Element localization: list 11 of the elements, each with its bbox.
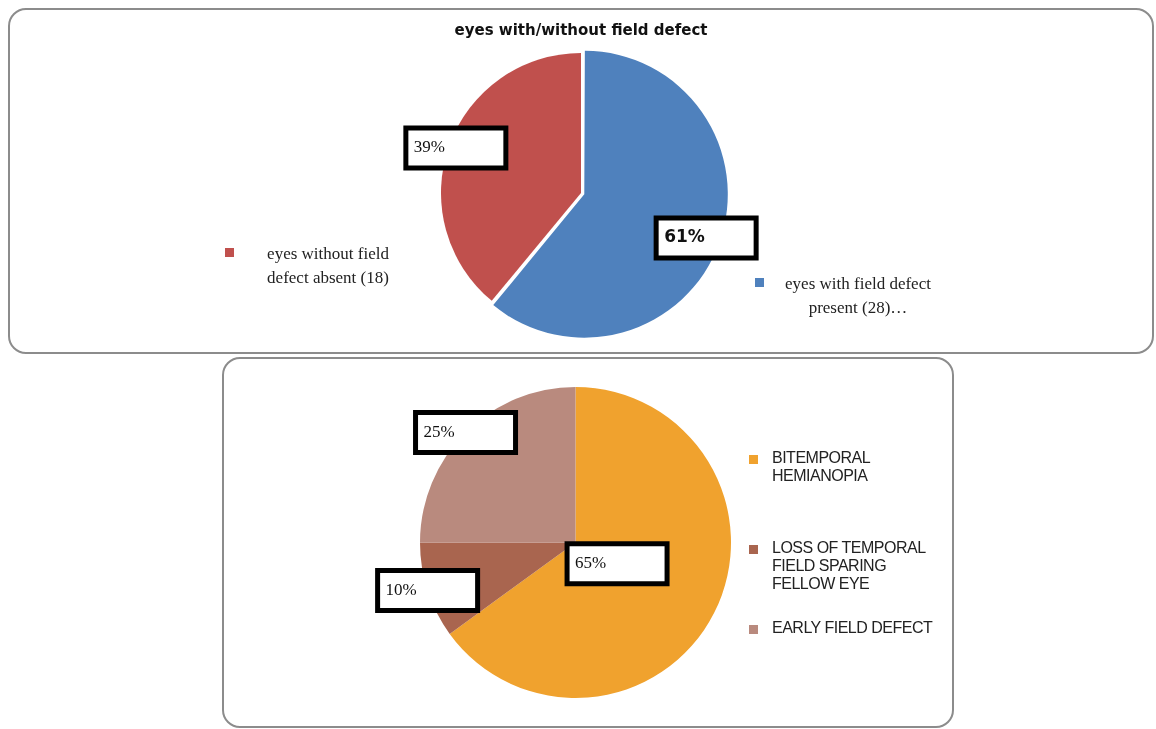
legend-label: eyes with field defect present (28)…	[784, 273, 932, 319]
legend-label: LOSS OF TEMPORAL FIELD SPARING FELLOW EYE	[772, 539, 927, 593]
data-label: 39%	[413, 137, 446, 157]
data-label: 10%	[385, 580, 417, 600]
data-label: 61%	[664, 226, 705, 247]
legend-label: eyes without field defect absent (18)	[266, 243, 390, 289]
data-label: 25%	[423, 422, 455, 442]
data-label: 65%	[575, 553, 607, 573]
legend-label: BITEMPORAL HEMIANOPIA	[772, 449, 871, 485]
chart-title: eyes with/without field defect	[454, 20, 708, 39]
legend-label: EARLY FIELD DEFECT	[772, 619, 934, 637]
